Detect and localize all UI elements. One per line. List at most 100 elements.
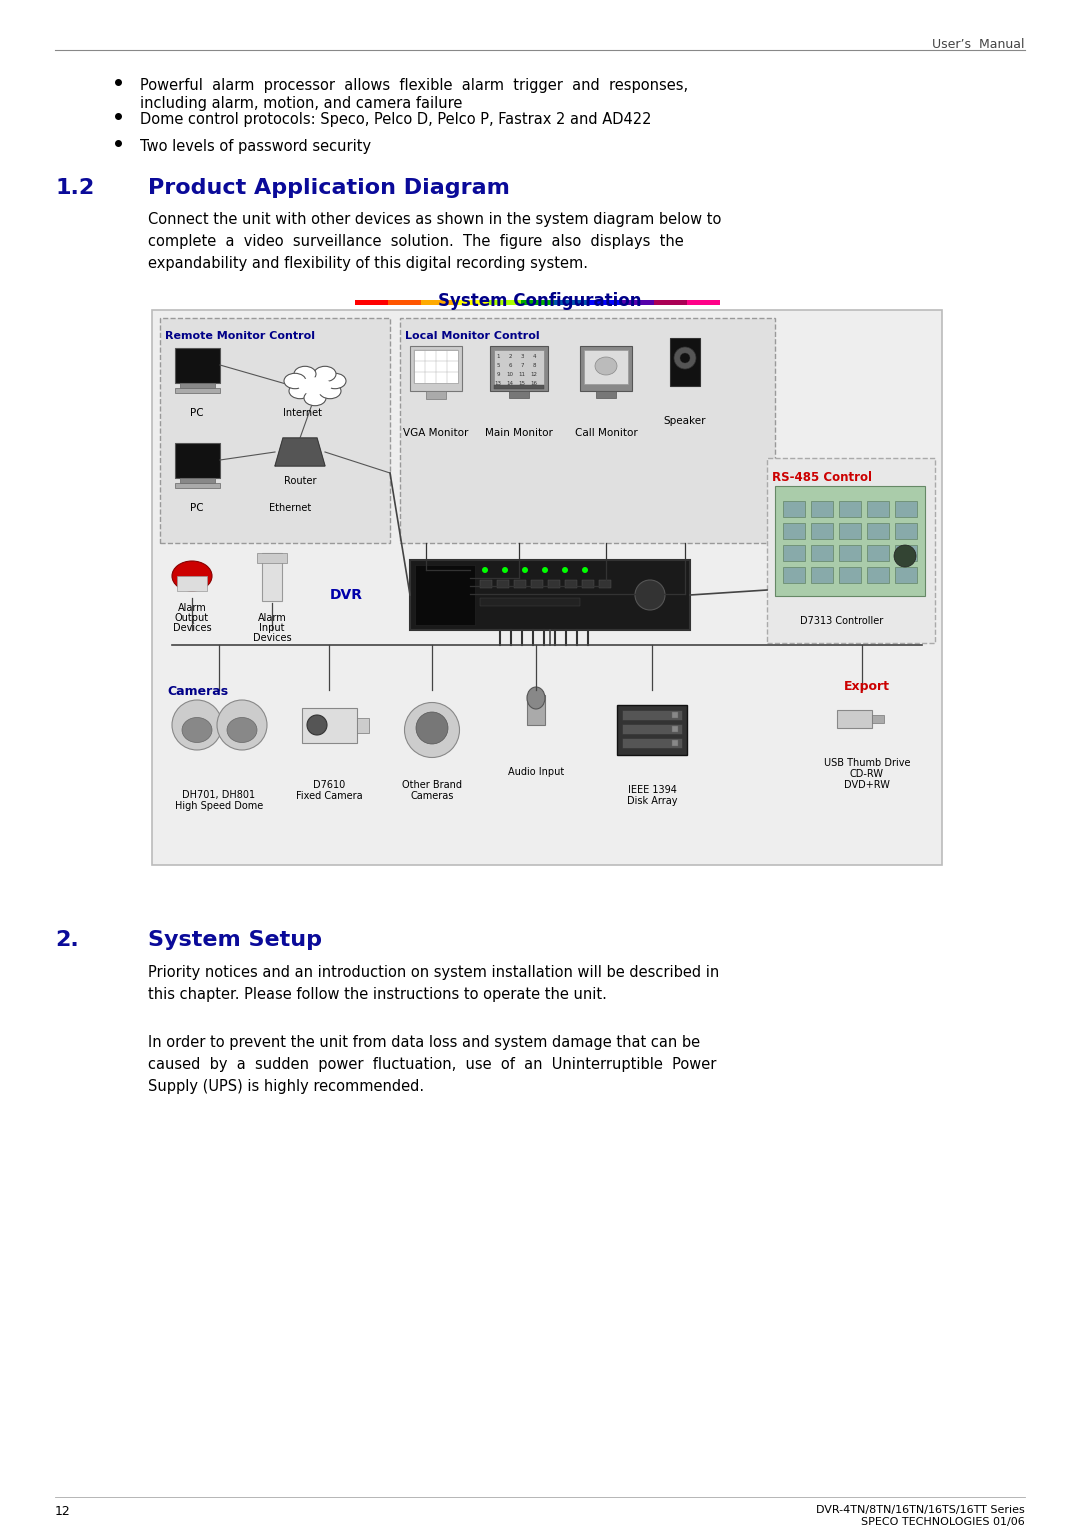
Text: DVR: DVR: [330, 588, 363, 602]
Text: Audio Input: Audio Input: [508, 767, 564, 777]
Text: 5: 5: [496, 363, 500, 368]
Bar: [839, 567, 861, 583]
Text: USB Thumb Drive: USB Thumb Drive: [824, 757, 910, 768]
Ellipse shape: [314, 366, 336, 382]
Text: PC: PC: [190, 502, 204, 513]
Text: Dome control protocols: Speco, Pelco D, Pelco P, Fastrax 2 and AD422: Dome control protocols: Speco, Pelco D, …: [140, 111, 651, 127]
Text: Two levels of password security: Two levels of password security: [140, 139, 372, 154]
Bar: [783, 567, 805, 583]
Bar: [837, 710, 872, 728]
Bar: [494, 350, 544, 385]
Bar: [257, 553, 287, 563]
Text: including alarm, motion, and camera failure: including alarm, motion, and camera fail…: [140, 96, 462, 111]
Text: this chapter. Please follow the instructions to operate the unit.: this chapter. Please follow the instruct…: [148, 986, 607, 1002]
Ellipse shape: [482, 567, 488, 573]
Text: System Configuration: System Configuration: [438, 292, 642, 310]
Ellipse shape: [307, 715, 327, 734]
Ellipse shape: [217, 699, 267, 750]
Text: 8: 8: [532, 363, 536, 368]
Bar: [775, 486, 924, 596]
Bar: [531, 580, 543, 588]
Bar: [839, 545, 861, 560]
Bar: [584, 350, 627, 383]
Bar: [488, 299, 521, 305]
Text: 4: 4: [532, 354, 536, 359]
Bar: [895, 524, 917, 539]
Text: Local Monitor Control: Local Monitor Control: [405, 331, 540, 341]
Bar: [177, 576, 207, 591]
Ellipse shape: [595, 357, 617, 376]
Bar: [426, 391, 446, 399]
Bar: [175, 388, 220, 392]
Bar: [582, 580, 594, 588]
Bar: [497, 580, 509, 588]
Bar: [175, 483, 220, 489]
Ellipse shape: [183, 718, 212, 742]
Bar: [839, 501, 861, 518]
Bar: [839, 524, 861, 539]
Bar: [867, 501, 889, 518]
Bar: [262, 553, 282, 602]
Bar: [455, 299, 488, 305]
Bar: [783, 524, 805, 539]
Text: Speaker: Speaker: [664, 415, 706, 426]
Ellipse shape: [680, 353, 690, 363]
Bar: [895, 501, 917, 518]
Text: 16: 16: [530, 382, 538, 386]
Text: Priority notices and an introduction on system installation will be described in: Priority notices and an introduction on …: [148, 965, 719, 980]
Text: Disk Array: Disk Array: [626, 796, 677, 806]
Bar: [767, 458, 935, 643]
Bar: [410, 560, 690, 631]
Text: D7313 Controller: D7313 Controller: [800, 615, 883, 626]
Ellipse shape: [227, 718, 257, 742]
Text: Input: Input: [259, 623, 285, 634]
Bar: [180, 478, 215, 483]
Text: Call Monitor: Call Monitor: [575, 428, 637, 438]
Text: 2: 2: [509, 354, 512, 359]
Bar: [152, 310, 942, 864]
Ellipse shape: [527, 687, 545, 709]
Text: Alarm: Alarm: [258, 612, 286, 623]
Bar: [160, 318, 390, 544]
Bar: [580, 347, 632, 391]
Bar: [811, 567, 833, 583]
Bar: [509, 391, 529, 399]
Ellipse shape: [416, 712, 448, 744]
Bar: [302, 709, 357, 744]
Ellipse shape: [298, 377, 332, 395]
Ellipse shape: [284, 373, 306, 389]
Bar: [895, 545, 917, 560]
Bar: [415, 565, 475, 625]
Ellipse shape: [303, 391, 326, 406]
Text: 3: 3: [521, 354, 524, 359]
Bar: [687, 299, 720, 305]
Bar: [175, 348, 220, 383]
Text: System Setup: System Setup: [148, 930, 322, 950]
Bar: [672, 712, 678, 718]
Ellipse shape: [294, 366, 316, 382]
Bar: [565, 580, 577, 588]
Ellipse shape: [172, 560, 212, 591]
Text: 12: 12: [55, 1506, 71, 1518]
Text: 6: 6: [509, 363, 512, 368]
Text: Product Application Diagram: Product Application Diagram: [148, 179, 510, 199]
Bar: [622, 724, 681, 734]
Bar: [783, 501, 805, 518]
Text: Devices: Devices: [253, 634, 292, 643]
Bar: [670, 337, 700, 386]
Bar: [521, 299, 554, 305]
Bar: [480, 599, 580, 606]
Text: CD-RW: CD-RW: [850, 770, 885, 779]
Bar: [480, 580, 492, 588]
Bar: [672, 741, 678, 747]
Bar: [872, 715, 885, 722]
Polygon shape: [275, 438, 325, 466]
Bar: [548, 580, 561, 588]
Text: 11: 11: [518, 373, 526, 377]
Text: User’s  Manual: User’s Manual: [932, 38, 1025, 50]
Bar: [175, 443, 220, 478]
Text: DVR-4TN/8TN/16TN/16TS/16TT Series
SPECO TECHNOLOGIES 01/06: DVR-4TN/8TN/16TN/16TS/16TT Series SPECO …: [816, 1506, 1025, 1527]
Text: 10: 10: [507, 373, 513, 377]
Bar: [490, 347, 548, 391]
Bar: [400, 318, 775, 544]
